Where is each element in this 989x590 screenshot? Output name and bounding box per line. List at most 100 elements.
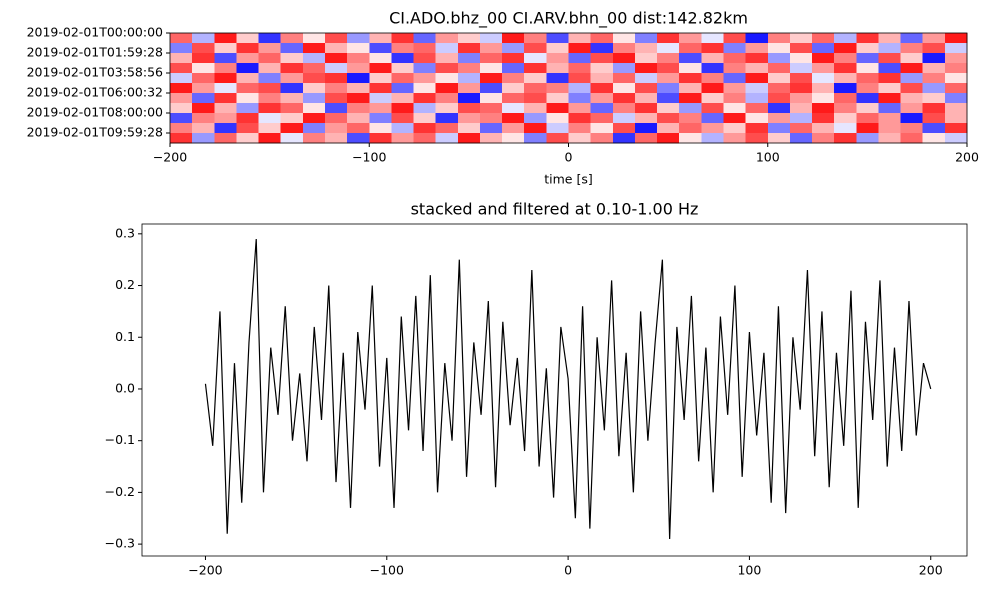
heatmap-cell [612,93,636,104]
heatmap-cell [679,93,702,104]
heatmap-cell [347,83,370,94]
heatmap-cell [546,133,569,144]
heatmap-cell [214,83,237,94]
heatmap-cell [324,93,348,104]
heatmap-cell [590,63,614,74]
heatmap-cell [347,93,370,104]
x-tick-label: 100 [737,563,761,578]
heatmap-cell [834,103,857,114]
heatmap-cell [502,73,525,84]
heatmap-cell [302,93,326,104]
heatmap-cell [214,73,237,84]
heatmap-cell [435,93,459,104]
x-tick-label: −100 [370,563,404,578]
heatmap-cell [856,123,879,134]
heatmap-cell [767,73,791,84]
heatmap-cell [170,133,193,144]
heatmap-cell [878,83,901,94]
heatmap-cell [812,53,835,64]
heatmap-cell [502,93,525,104]
heatmap-cell [479,63,503,74]
heatmap-cell [745,103,769,114]
heatmap-cell [878,103,901,114]
y-tick-label: −0.3 [105,536,135,551]
heatmap-cell [280,63,304,74]
heatmap-cell [170,103,193,114]
heatmap-cell [590,73,614,84]
heatmap-cell [723,133,747,144]
heatmap-cell [236,73,259,84]
heatmap-cell [479,93,503,104]
heatmap-cell [479,123,503,134]
heatmap-cell [701,103,724,114]
heatmap-cell [369,93,392,104]
heatmap-cell [479,83,503,94]
heatmap-cell [745,43,769,54]
heatmap-cell [812,123,835,134]
heatmap-cell [280,83,304,94]
heatmap-cell [192,73,215,84]
heatmap-cell [590,123,614,134]
heatmap-cell [324,33,348,44]
heatmap-cell [878,53,901,64]
heatmap-cell [391,63,414,74]
heatmap-cell [856,53,879,64]
heatmap-cell [856,83,879,94]
heatmap-cell [612,43,636,54]
heatmap-cell [878,93,901,104]
heatmap-cell [369,83,392,94]
chart-title: CI.ADO.bhz_00 CI.ARV.bhn_00 dist:142.82k… [389,9,748,29]
heatmap-cell [679,43,702,54]
heatmap-cell [856,73,879,84]
heatmap-cell [502,103,525,114]
heatmap-cell [856,103,879,114]
heatmap-cell [723,53,747,64]
heatmap-cell [878,123,901,134]
heatmap-cell [170,113,193,124]
heatmap-cell [236,133,259,144]
heatmap-cell [634,83,658,94]
heatmap-cell [878,73,901,84]
heatmap-cell [590,113,614,124]
heatmap-cell [347,113,370,124]
heatmap-cell [723,93,747,104]
heatmap-cell [524,43,547,54]
heatmap-cell [745,93,769,104]
heatmap-cell [944,103,968,114]
heatmap-cell [568,103,592,114]
heatmap-cell [479,53,503,64]
heatmap-cell [590,93,614,104]
heatmap-cell [812,33,835,44]
heatmap-cell [391,113,414,124]
heatmap-cell [834,113,857,124]
heatmap-cell [192,103,215,114]
heatmap-cell [789,133,813,144]
heatmap-cell [391,33,414,44]
heatmap-cell [745,73,769,84]
heatmap-cell [170,93,193,104]
heatmap-cell [568,53,592,64]
y-tick-label: 2019-02-01T09:59:28 [27,125,163,140]
heatmap-cell [280,73,304,84]
y-tick-label: 2019-02-01T08:00:00 [27,105,163,120]
heatmap-cell [834,123,857,134]
x-tick-label: 200 [919,563,943,578]
y-tick-label: 2019-02-01T03:58:56 [27,65,163,80]
heatmap-cell [922,83,946,94]
heatmap-cell [479,113,503,124]
heatmap-cell [236,53,259,64]
heatmap-cell [170,43,193,54]
heatmap-cell [347,103,370,114]
heatmap-cell [944,43,968,54]
heatmap-cell [546,43,569,54]
heatmap-cell [900,83,924,94]
signal-line [204,238,932,539]
heatmap-cell [834,73,857,84]
heatmap-cell [258,133,282,144]
heatmap-cell [502,43,525,54]
heatmap-cell [391,123,414,134]
y-tick-label: 0.1 [115,329,135,344]
heatmap-cell [214,53,237,64]
heatmap-cell [192,113,215,124]
